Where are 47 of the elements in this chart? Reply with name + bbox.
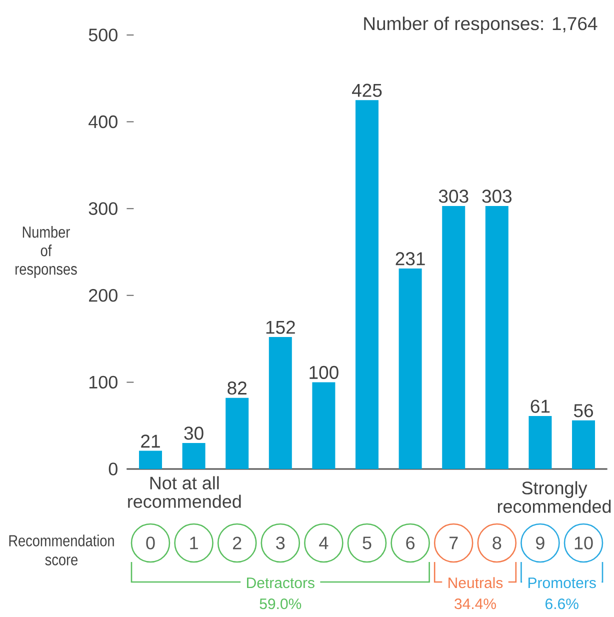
bar [572,420,596,469]
x-tick-label: 4 [319,536,328,550]
x-tick-label: 6 [406,536,415,550]
x-tick-label: 10 [574,536,593,550]
x-tick-label: 0 [146,536,155,550]
y-tick-label: 400 [88,115,118,128]
data-label: 231 [396,252,425,266]
x-tick-label: 5 [362,536,372,550]
bar [398,268,422,469]
x-tick-label: 7 [450,536,458,550]
data-label: 425 [352,84,382,97]
bar [139,450,162,469]
text: Strongly recommended [498,481,611,513]
data-label: 303 [438,190,468,203]
bar [182,442,206,469]
x-tick-label: 3 [276,536,285,550]
x-tick-label: 9 [536,536,544,550]
x-tick-label: 1 [190,536,198,550]
bar [485,206,508,469]
data-label: 21 [141,434,160,448]
x-tick-label: 2 [233,536,242,550]
y-tick-label: 300 [88,202,118,215]
y-tick-label: 200 [89,289,118,302]
y-tick-label: 500 [88,28,118,42]
data-label: 82 [228,382,246,395]
text: Detractors 59.0% [247,578,314,610]
bar [528,416,552,469]
bar [442,206,466,469]
data-label: 303 [482,190,512,203]
data-label: 100 [310,366,338,379]
data-label: 152 [266,320,295,334]
text: Neutrals 34.4% [448,577,503,610]
y-axis-title: Number of responses [16,226,77,278]
data-label: 56 [574,404,593,418]
bar [268,337,292,469]
data-label: 30 [184,426,204,440]
bar [226,398,249,469]
text: Not at all recommended [128,476,241,508]
x-tick-label: 8 [492,536,502,550]
chart-title: Number of responses: 1,764 [364,16,598,34]
x-axis-title: Recommendation score [9,534,114,566]
y-tick-label: 0 [108,462,118,476]
data-label: 61 [530,400,550,413]
bar [356,100,379,469]
y-tick-label: 100 [89,376,118,389]
text: Promoters 6.6% [528,578,596,610]
bar [312,382,336,469]
